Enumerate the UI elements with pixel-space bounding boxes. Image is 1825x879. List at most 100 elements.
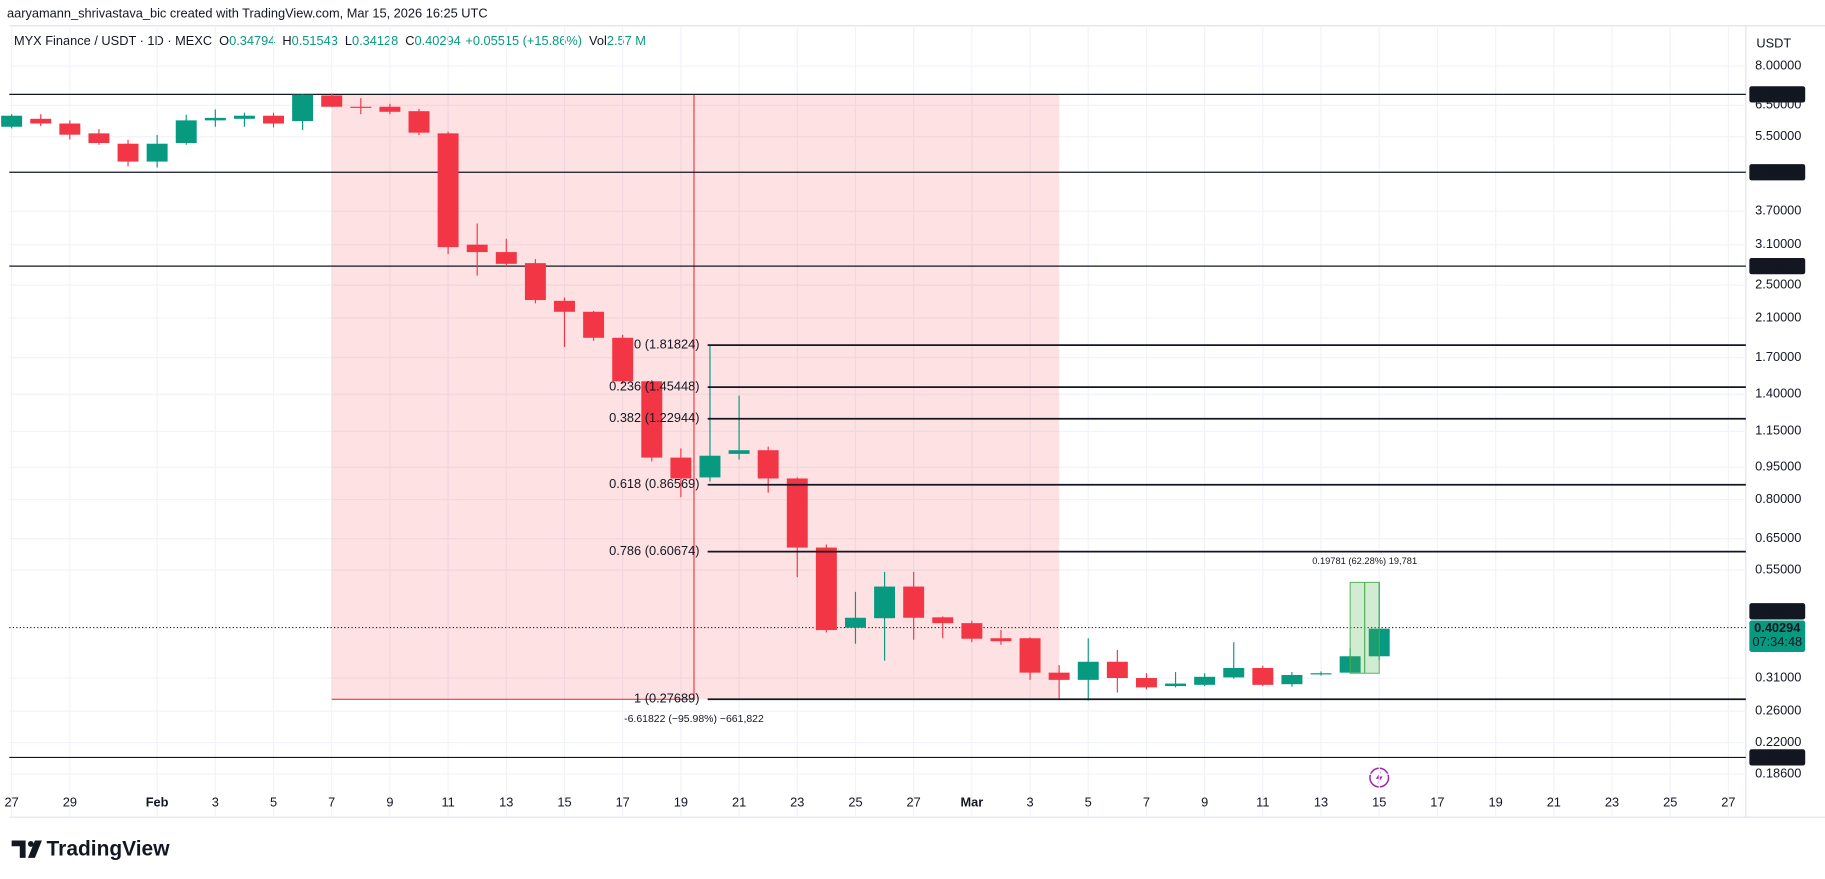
y-tick-label: 2.50000 xyxy=(1755,277,1801,292)
x-tick-label: 25 xyxy=(848,795,862,810)
y-tick-label: 1.40000 xyxy=(1755,386,1801,401)
fib-label: 0 (1.81824) xyxy=(634,336,699,351)
x-tick-label: 11 xyxy=(441,795,454,810)
candle-body xyxy=(612,337,634,382)
candle-body xyxy=(117,143,139,162)
last-price-label: 0.40294 xyxy=(1754,620,1801,635)
x-tick-label: 19 xyxy=(1488,795,1502,810)
y-tick-label: 1.15000 xyxy=(1755,423,1801,438)
x-tick-label: 27 xyxy=(5,795,19,810)
candle-body xyxy=(1106,661,1128,679)
y-tick-label: 8.00000 xyxy=(1755,58,1801,73)
x-tick-label: 27 xyxy=(1721,795,1735,810)
candle-body xyxy=(233,115,255,119)
candle-body xyxy=(524,263,546,301)
price-label: 0.20333 xyxy=(1754,749,1800,764)
candle-body xyxy=(263,115,284,124)
price-label-box xyxy=(1749,603,1806,620)
change: +0.05515 (+15.86%) xyxy=(465,33,582,48)
candle-body xyxy=(495,252,517,264)
field-key: H xyxy=(282,33,291,48)
fib-label: 0.382 (1.22944) xyxy=(609,410,699,425)
field-key: L xyxy=(345,33,352,48)
candle-body xyxy=(379,106,401,112)
y-tick-label: 0.31000 xyxy=(1755,669,1801,684)
y-tick-label: 0.55000 xyxy=(1755,561,1801,576)
candle-body xyxy=(204,117,226,121)
price-label-box xyxy=(1749,164,1806,181)
candle-body xyxy=(554,300,575,312)
y-tick-label: 0.65000 xyxy=(1755,530,1801,545)
y-tick-label: 3.10000 xyxy=(1755,236,1801,251)
price-label-box xyxy=(1749,86,1806,103)
x-tick-label: 23 xyxy=(1605,795,1619,810)
candle-body xyxy=(990,638,1012,642)
candle-body xyxy=(1,115,23,127)
x-tick-label: Mar xyxy=(960,795,983,810)
candle-body xyxy=(408,111,430,133)
candle-body xyxy=(670,457,692,479)
candle-body xyxy=(1165,683,1187,687)
x-tick-label: 11 xyxy=(1256,795,1269,810)
price-label: 4.55418 xyxy=(1754,164,1800,179)
candle-body xyxy=(1281,675,1303,685)
price-label: 0.40527 xyxy=(1754,603,1800,618)
x-tick-label: 3 xyxy=(212,795,219,810)
fib-label: 0.618 (0.86569) xyxy=(609,476,699,491)
candle-body xyxy=(844,617,866,628)
y-tick-label: 0.22000 xyxy=(1755,734,1801,749)
candle-body xyxy=(1048,672,1070,680)
candle-body xyxy=(59,123,81,135)
last-price-box xyxy=(1749,620,1806,652)
candle-body xyxy=(757,450,779,479)
candle-body xyxy=(641,381,663,458)
credit: aaryamann_shrivastava_bic created with T… xyxy=(7,5,488,20)
candle-body xyxy=(1135,678,1157,688)
measure-up-label: 0.19781 (62.28%) 19,781 xyxy=(1312,556,1417,566)
x-tick-label: 13 xyxy=(499,795,513,810)
candle-body xyxy=(466,244,488,253)
y-axis-label: USDT xyxy=(1756,36,1791,51)
y-tick-label: 3.70000 xyxy=(1755,203,1801,218)
candle-body xyxy=(437,133,459,248)
candle-body xyxy=(292,94,314,121)
field-value: 0.40294 xyxy=(414,33,460,48)
candle-body xyxy=(350,106,372,108)
y-tick-label: 1.70000 xyxy=(1755,349,1801,364)
field-key: O xyxy=(219,33,229,48)
x-tick-label: 21 xyxy=(1547,795,1561,810)
brand-name: TradingView xyxy=(47,837,171,860)
candle-body xyxy=(321,95,343,107)
x-tick-label: 23 xyxy=(790,795,804,810)
candle-body xyxy=(583,311,605,338)
x-tick-label: 19 xyxy=(674,795,688,810)
price-label: 6.88855 xyxy=(1754,86,1800,101)
y-tick-label: 5.50000 xyxy=(1755,128,1801,143)
field-value: 0.34128 xyxy=(352,33,398,48)
candle-body xyxy=(932,617,954,624)
price-label-box xyxy=(1749,749,1806,766)
candle-body xyxy=(1310,673,1332,675)
candle-body xyxy=(30,118,52,124)
candle-body xyxy=(1252,667,1274,685)
x-tick-label: 27 xyxy=(907,795,921,810)
brand-logo xyxy=(11,840,42,858)
x-tick-label: 5 xyxy=(270,795,277,810)
y-tick-label: 0.18600 xyxy=(1755,766,1801,781)
x-tick-label: 25 xyxy=(1663,795,1677,810)
candle-body xyxy=(874,586,896,619)
x-tick-label: 15 xyxy=(557,795,571,810)
candle-body xyxy=(175,120,197,144)
countdown: 07:34:48 xyxy=(1752,634,1802,649)
measure-down-label: -6.61822 (−95.98%) −661,822 xyxy=(624,714,764,725)
x-tick-label: 9 xyxy=(386,795,393,810)
candle-body xyxy=(961,623,983,639)
x-tick-label: 17 xyxy=(616,795,630,810)
fib-label: 0.786 (0.60674) xyxy=(609,543,699,558)
x-tick-label: 13 xyxy=(1314,795,1328,810)
candle-body xyxy=(1223,667,1245,678)
x-tick-label: 9 xyxy=(1201,795,1208,810)
